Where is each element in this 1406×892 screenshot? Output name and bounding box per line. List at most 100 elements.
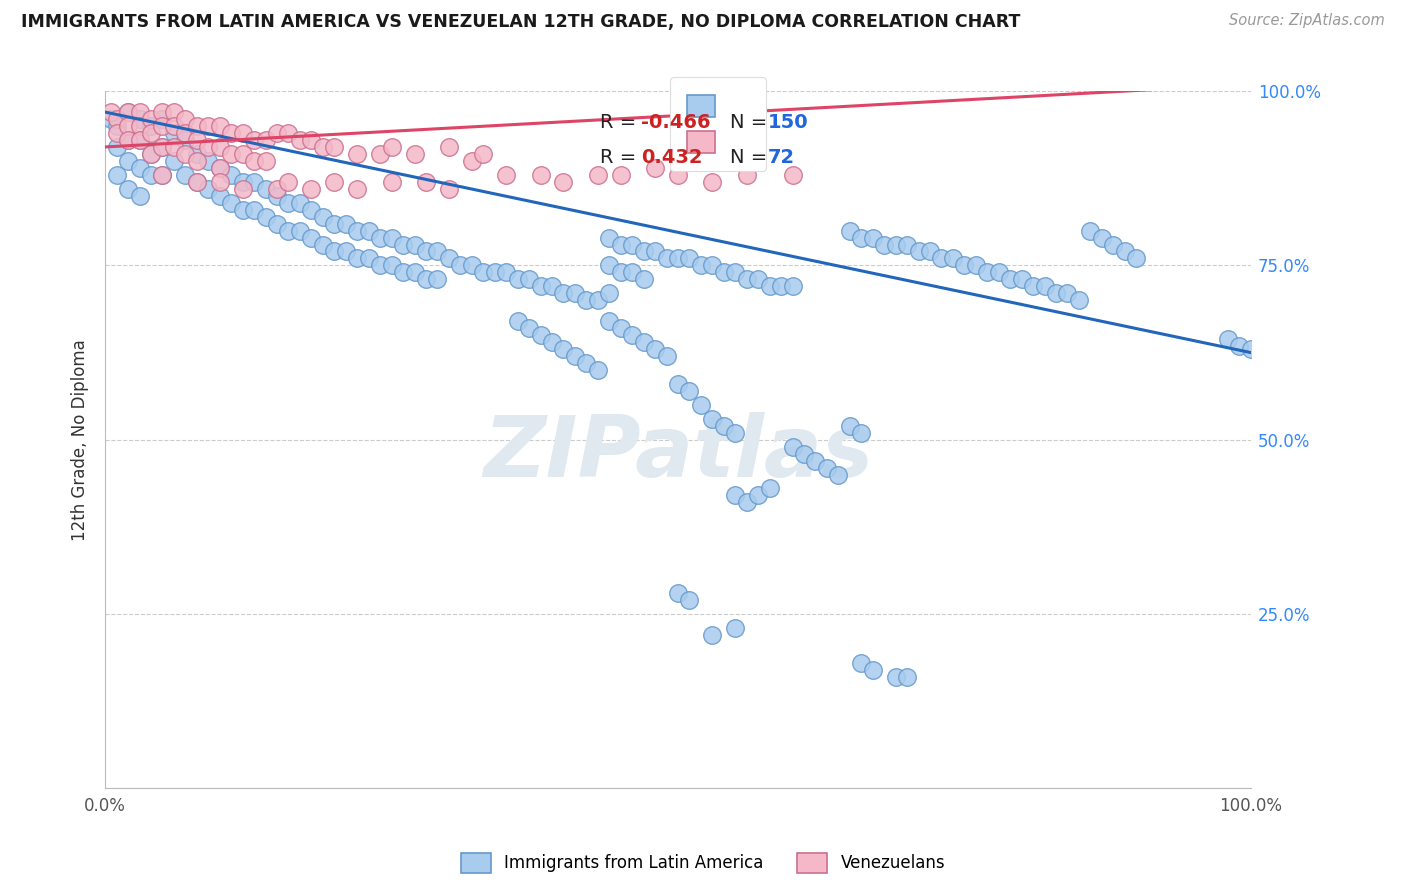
Point — [277, 224, 299, 238]
Point — [896, 670, 918, 684]
Point — [232, 126, 254, 140]
Point — [575, 293, 598, 308]
Point — [277, 175, 299, 189]
Point — [851, 230, 873, 244]
Point — [702, 259, 724, 273]
Point — [702, 628, 724, 642]
Point — [598, 314, 620, 328]
Point — [152, 119, 174, 133]
Point — [621, 328, 644, 343]
Point — [139, 112, 162, 126]
Point — [666, 252, 689, 266]
Point — [782, 440, 804, 454]
Point — [724, 265, 747, 279]
Point — [208, 140, 231, 154]
Point — [415, 175, 437, 189]
Point — [117, 133, 139, 147]
Point — [299, 182, 322, 196]
Point — [1216, 332, 1239, 346]
Point — [529, 279, 551, 293]
Point — [724, 488, 747, 502]
Text: 150: 150 — [768, 113, 808, 132]
Point — [541, 335, 564, 350]
Text: 72: 72 — [768, 148, 794, 167]
Point — [529, 168, 551, 182]
Point — [357, 252, 380, 266]
Point — [105, 168, 128, 182]
Point — [827, 467, 849, 482]
Text: ZIPatlas: ZIPatlas — [482, 412, 873, 495]
Legend: Immigrants from Latin America, Venezuelans: Immigrants from Latin America, Venezuela… — [454, 847, 952, 880]
Point — [346, 224, 368, 238]
Point — [105, 119, 128, 133]
Point — [713, 418, 735, 433]
Point — [392, 237, 415, 252]
Point — [472, 265, 495, 279]
Point — [541, 279, 564, 293]
Point — [495, 265, 517, 279]
Point — [288, 133, 311, 147]
Point — [128, 161, 150, 175]
Point — [335, 217, 357, 231]
Point — [128, 112, 150, 126]
Point — [553, 175, 575, 189]
Point — [186, 153, 208, 168]
Point — [404, 147, 426, 161]
Point — [702, 175, 724, 189]
Text: Source: ZipAtlas.com: Source: ZipAtlas.com — [1229, 13, 1385, 29]
Point — [117, 182, 139, 196]
Point — [174, 112, 197, 126]
Point — [598, 230, 620, 244]
Point — [998, 272, 1021, 286]
Point — [219, 147, 242, 161]
Point — [312, 237, 335, 252]
Point — [381, 230, 404, 244]
Point — [1240, 342, 1263, 356]
Point — [299, 202, 322, 217]
Point — [586, 363, 609, 377]
Point — [152, 168, 174, 182]
Point — [586, 293, 609, 308]
Point — [219, 168, 242, 182]
Point — [517, 272, 540, 286]
Point — [323, 217, 346, 231]
Point — [163, 105, 186, 120]
Point — [851, 656, 873, 670]
Point — [644, 342, 666, 356]
Point — [517, 321, 540, 335]
Point — [942, 252, 965, 266]
Point — [346, 147, 368, 161]
Point — [1045, 286, 1067, 301]
Point — [254, 210, 277, 224]
Point — [254, 182, 277, 196]
Point — [152, 140, 174, 154]
Point — [747, 272, 769, 286]
Point — [747, 488, 769, 502]
Point — [1091, 230, 1114, 244]
Point — [152, 112, 174, 126]
Point — [163, 140, 186, 154]
Point — [666, 586, 689, 600]
Point — [484, 265, 506, 279]
Y-axis label: 12th Grade, No Diploma: 12th Grade, No Diploma — [72, 339, 89, 541]
Point — [163, 153, 186, 168]
Point — [219, 126, 242, 140]
Point — [862, 230, 884, 244]
Point — [232, 182, 254, 196]
Point — [1227, 338, 1250, 352]
Text: R =: R = — [600, 113, 637, 132]
Point — [735, 272, 758, 286]
Point — [415, 244, 437, 259]
Point — [174, 147, 197, 161]
Point — [357, 224, 380, 238]
Point — [186, 175, 208, 189]
Point — [243, 175, 266, 189]
Point — [690, 259, 713, 273]
Point — [381, 175, 404, 189]
Point — [815, 460, 838, 475]
Point — [782, 168, 804, 182]
Point — [208, 175, 231, 189]
Point — [426, 244, 449, 259]
Point — [174, 126, 197, 140]
Point — [128, 119, 150, 133]
